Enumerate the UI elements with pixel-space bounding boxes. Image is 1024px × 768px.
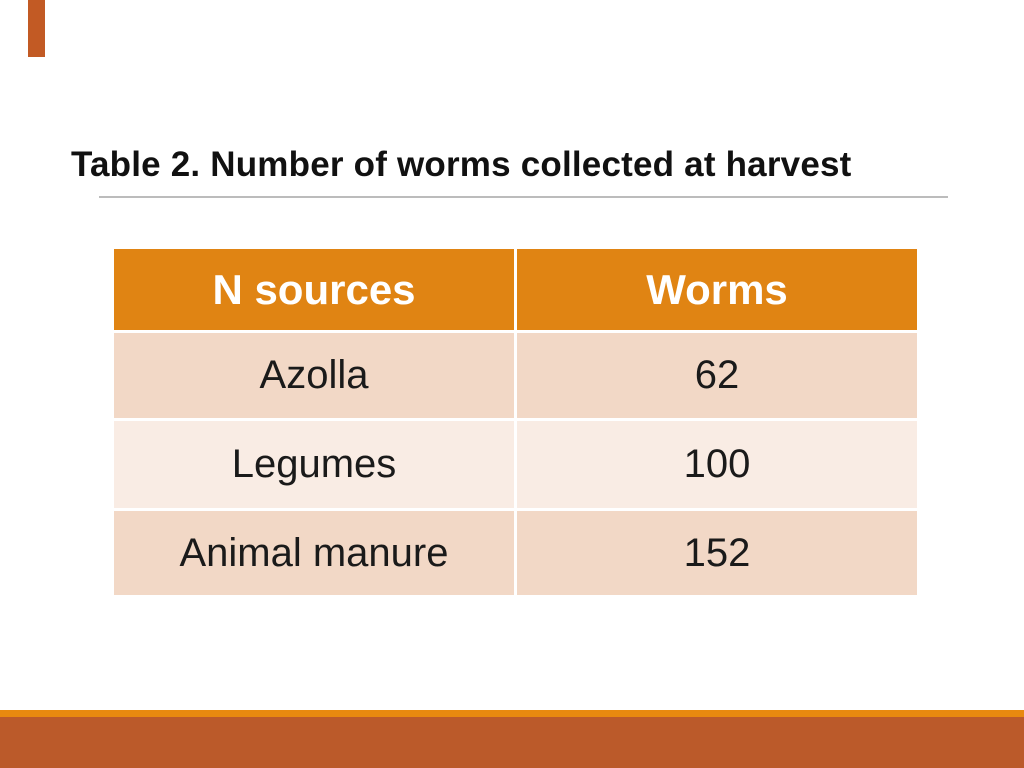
top-left-accent-bar (28, 0, 45, 57)
cell-row2-source: Legumes (114, 421, 514, 508)
footer-band (0, 717, 1024, 768)
title-underline (99, 196, 948, 198)
cell-row1-worms: 62 (517, 333, 917, 418)
header-cell-n-sources: N sources (114, 249, 514, 330)
cell-row1-source: Azolla (114, 333, 514, 418)
cell-row2-worms: 100 (517, 421, 917, 508)
footer-stripe (0, 710, 1024, 717)
page-title: Table 2. Number of worms collected at ha… (71, 145, 852, 184)
header-cell-worms: Worms (517, 249, 917, 330)
cell-row3-source: Animal manure (114, 511, 514, 595)
data-table: N sources Worms Azolla 62 Legumes 100 An… (114, 249, 917, 595)
cell-row3-worms: 152 (517, 511, 917, 595)
